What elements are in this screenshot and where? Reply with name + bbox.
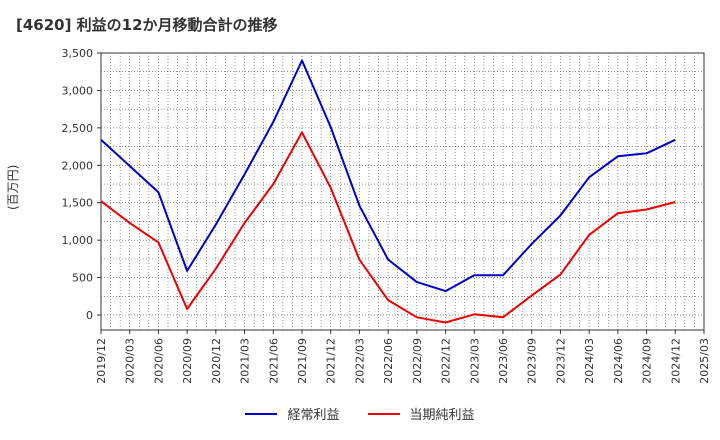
x-tick-label: 2021/09 [296, 338, 309, 384]
chart-title: [4620] 利益の12か月移動合計の推移 [16, 16, 278, 34]
legend: 経常利益 当期純利益 [0, 404, 720, 423]
x-tick-label: 2020/06 [152, 338, 165, 384]
x-tick-label: 2024/09 [641, 338, 654, 384]
legend-swatch [245, 412, 278, 415]
y-tick-label: 2,000 [62, 159, 94, 172]
y-tick-label: 3,500 [62, 47, 94, 60]
x-tick-label: 2023/12 [554, 338, 567, 384]
line-chart: 0 500 1,000 1,500 2,000 2,500 3,000 3,500 2019/… [62, 47, 712, 384]
x-tick-label: 2020/03 [124, 338, 137, 384]
legend-label: 当期純利益 [409, 408, 475, 423]
x-tick-label: 2024/03 [583, 338, 596, 384]
x-tick-label: 2020/09 [181, 338, 194, 384]
x-tick-label: 2022/06 [382, 338, 395, 384]
y-tick-label: 1,500 [62, 197, 94, 210]
y-tick-label: 3,000 [62, 84, 94, 97]
legend-item-2: 当期純利益 [367, 404, 475, 423]
x-tick-label: 2022/09 [411, 338, 424, 384]
x-axis-ticks: 2019/12 2020/03 2020/06 2020/09 2020/12 2021/… [95, 330, 711, 384]
legend-swatch [367, 412, 400, 415]
x-tick-label: 2019/12 [95, 338, 108, 384]
y-tick-label: 1,000 [62, 234, 94, 247]
y-tick-label: 500 [72, 272, 93, 285]
x-tick-label: 2023/06 [497, 338, 510, 384]
y-tick-label: 0 [86, 309, 93, 322]
plot-area [100, 52, 705, 331]
x-tick-label: 2021/12 [325, 338, 338, 384]
y-axis-ticks: 0 500 1,000 1,500 2,000 2,500 3,000 3,500 [62, 47, 101, 322]
y-tick-label: 2,500 [62, 122, 94, 135]
legend-item-1: 経常利益 [245, 404, 340, 423]
x-tick-label: 2021/06 [267, 338, 280, 384]
x-tick-label: 2022/12 [440, 338, 453, 384]
legend-label: 経常利益 [287, 408, 340, 423]
x-tick-label: 2023/09 [526, 338, 539, 384]
x-tick-label: 2021/03 [239, 338, 252, 384]
grid-lines [101, 53, 704, 330]
series-lines [100, 59, 676, 324]
x-tick-label: 2024/12 [669, 338, 682, 384]
x-tick-label: 2020/12 [210, 338, 223, 384]
x-tick-label: 2025/03 [698, 338, 711, 384]
x-tick-label: 2022/03 [353, 338, 366, 384]
x-tick-label: 2024/06 [612, 338, 625, 384]
x-tick-label: 2023/03 [468, 338, 481, 384]
